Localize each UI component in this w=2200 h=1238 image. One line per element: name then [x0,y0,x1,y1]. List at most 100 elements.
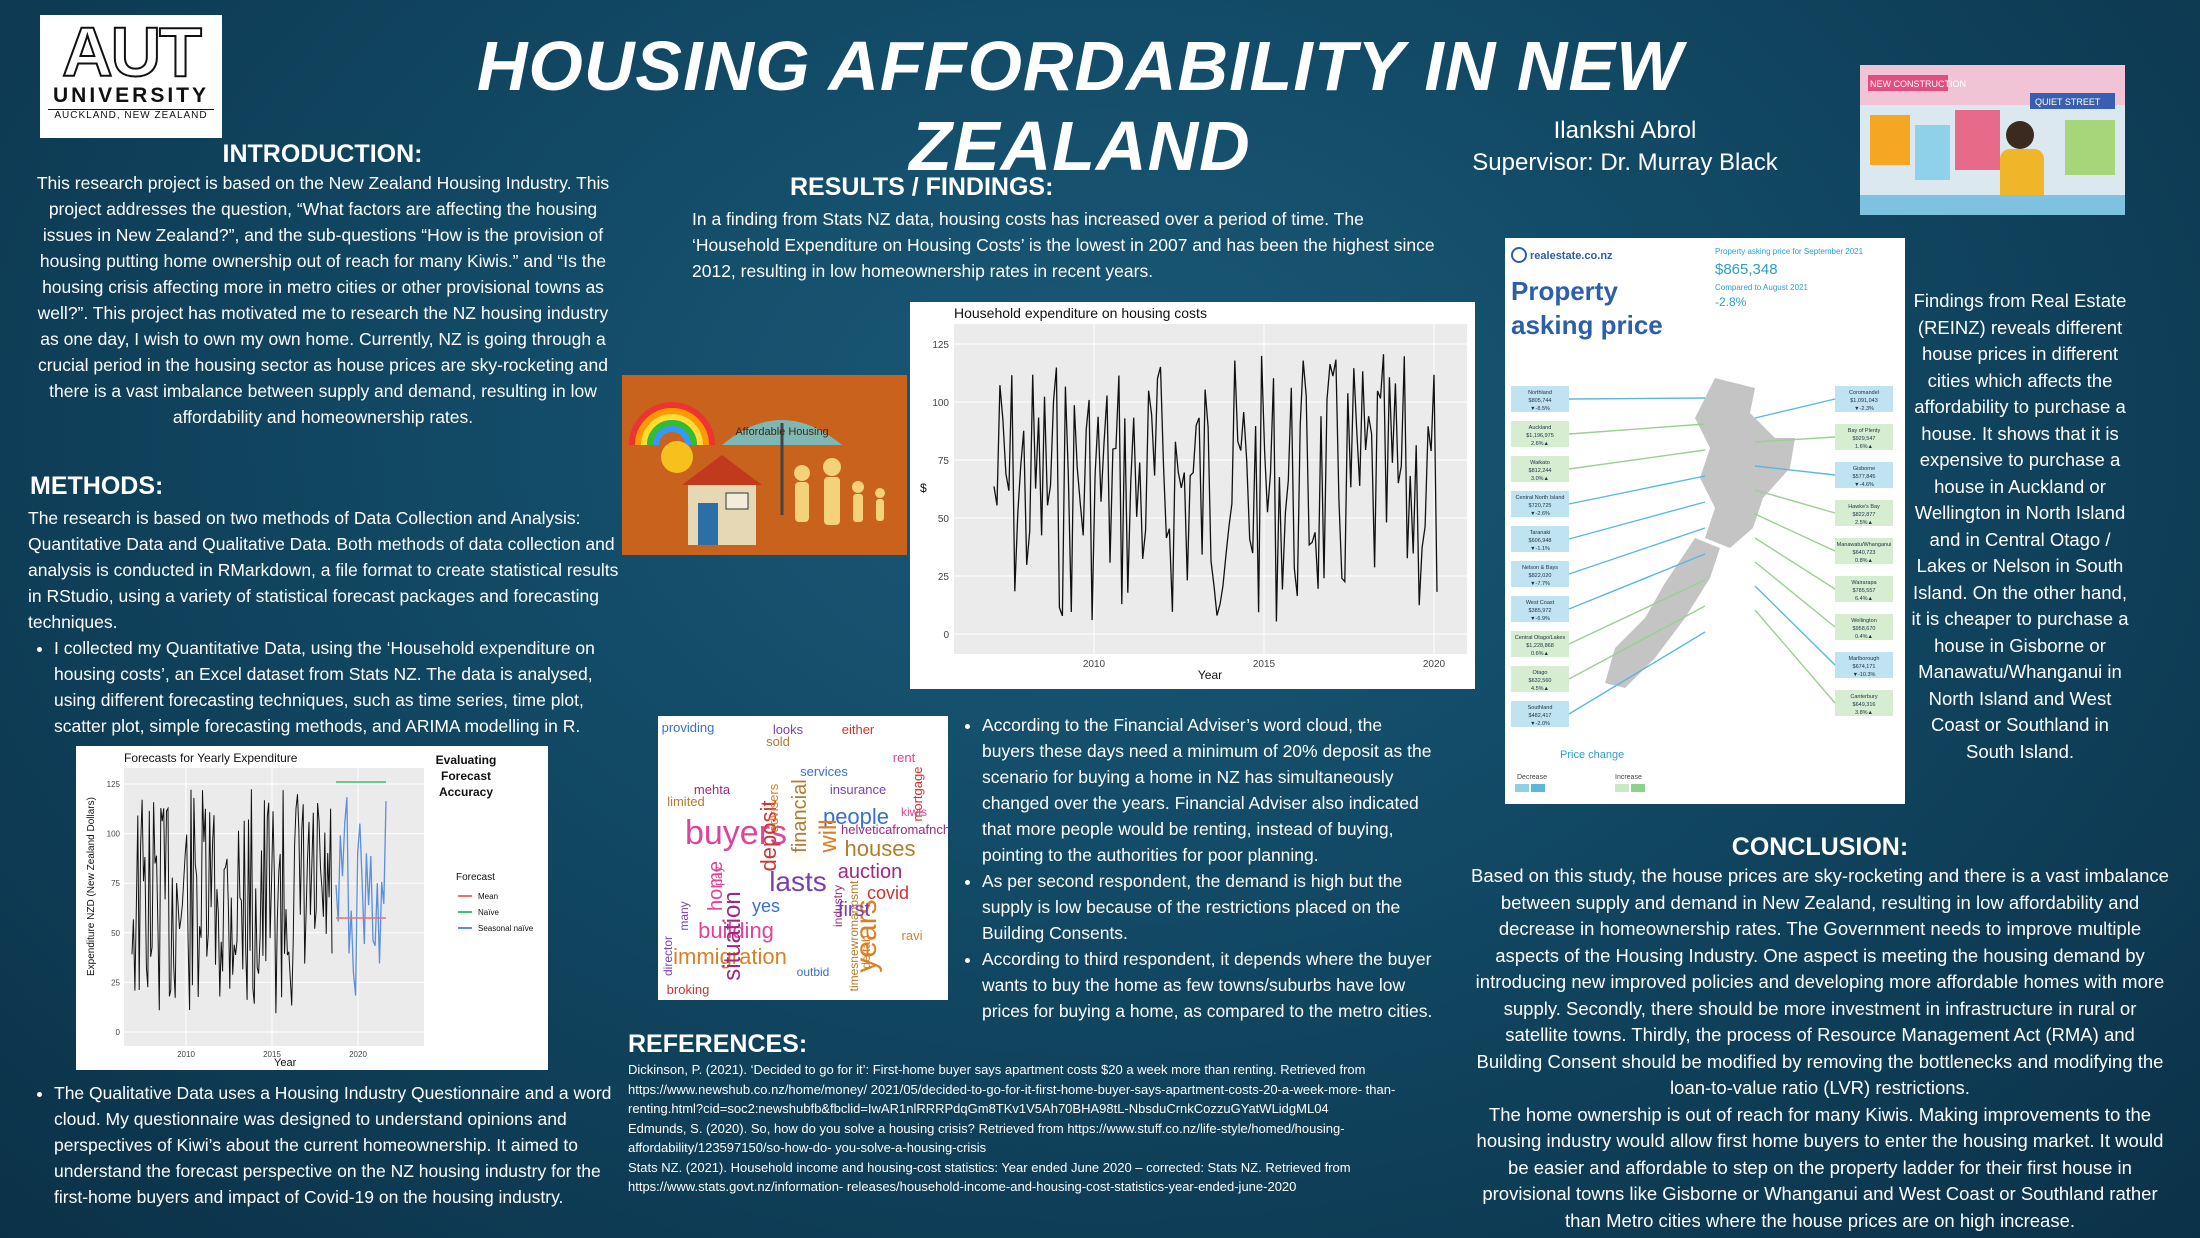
forecast-ytick: 0 [116,1028,121,1037]
reference-statsnz: Stats NZ. (2021). Household income and h… [628,1159,1351,1195]
wordcloud-word: buyers [685,814,787,852]
aut-logo: AUT UNIVERSITY AUCKLAND, NEW ZEALAND [40,15,222,138]
wordcloud-word: director [661,936,675,976]
region-change: 4.5%▲ [1531,686,1549,692]
nz-north-island [1695,378,1795,548]
realestate-change: -2.8% [1715,295,1747,309]
forecast-ytick: 100 [107,830,121,839]
wordcloud-word: rent [893,750,916,765]
wordcloud-word: outbid [797,965,830,979]
forecast-xtick: 2010 [177,1050,195,1059]
forecast-history-line [131,789,333,1014]
logo-sub: UNIVERSITY [52,84,210,107]
region-change: 6.4%▲ [1855,596,1873,602]
forecast-xtick: 2020 [349,1050,367,1059]
region-price: $1,091,043 [1850,398,1878,404]
region-name: Central North Island [1516,495,1565,501]
poster-title: HOUSING AFFORDABILITY IN NEW ZEALAND [476,27,1684,185]
forecast-ytick: 50 [111,929,120,938]
wordcloud-word: industry [831,885,845,927]
hh-xtick: 2010 [1083,659,1106,670]
wordcloud-word: many [677,901,691,930]
region-change: 1.6%▲ [1855,444,1873,450]
region-change: 0.6%▲ [1531,651,1549,657]
reference-edmunds: Edmunds, S. (2020). So, how do you solve… [628,1120,1345,1156]
region-price: $482,417 [1529,713,1552,719]
region-price: $606,948 [1529,538,1552,544]
region-price: $958,670 [1853,626,1876,632]
region-price: $929,547 [1853,436,1876,442]
wordcloud-word: covid [867,883,909,903]
household-expenditure-chart: Household expenditure on housing costs $… [910,302,1475,689]
results-text: In a finding from Stats NZ data, housing… [692,209,1435,281]
umbrella-label: Affordable Housing [735,426,828,438]
realestate-brand: realestate.co.nz [1530,250,1613,262]
conclusion-heading: CONCLUSION: [1731,833,1909,861]
region-change: 3.8%▲ [1855,710,1873,716]
region-price: $822,877 [1853,512,1876,518]
region-name: Hawke's Bay [1848,504,1880,510]
hh-chart-ylabel: $ [920,481,927,495]
region-name: Coromandel [1849,390,1879,396]
realestate-logo-icon [1511,247,1527,263]
forecast-ytick: 125 [107,780,121,789]
wordcloud-word: insurance [830,782,886,797]
hh-chart-title: Household expenditure on housing costs [954,305,1207,321]
wordcloud-word: helveticafromafncharset [841,822,948,837]
realestate-compared: Compared to August 2021 [1715,283,1809,292]
finding-second-respondent: As per second respondent, the demand is … [982,868,1436,946]
results-heading: RESULTS / FINDINGS: [790,173,1054,201]
region-price: $385,972 [1529,608,1552,614]
wordcloud-word: mehta [694,782,731,797]
region-price: $822,020 [1529,573,1552,579]
wordcloud-word: first [838,899,871,921]
region-change: ▼-2.3% [1854,406,1874,412]
introduction-heading: INTRODUCTION: [222,140,423,168]
wordcloud-word: deftab [859,935,873,969]
wordcloud-word: yes [752,896,780,916]
nz-south-island [1605,538,1720,688]
region-change: ▼-10.3% [1853,672,1876,678]
hh-chart-xlabel: Year [1198,668,1222,682]
region-price: $720,725 [1529,503,1552,509]
region-price: $649,316 [1853,702,1876,708]
region-name: Manawatu/Whanganui [1837,542,1892,548]
finding-financial-adviser: According to the Financial Adviser’s wor… [982,712,1436,868]
wordcloud-word: immigration [673,944,787,969]
region-name: Northland [1528,390,1552,396]
wordcloud-findings: According to the Financial Adviser’s wor… [956,712,1436,1024]
supervisor-name: Supervisor: Dr. Murray Black [1472,149,1778,176]
forecast-chart-title: Forecasts for Yearly Expenditure [124,751,298,765]
forecast-chart: Forecasts for Yearly Expenditure Expendi… [76,746,548,1070]
region-price: $805,744 [1529,398,1552,404]
region-change: ▼-8.5% [1530,406,1550,412]
logo-main: AUT [61,13,203,91]
methods-bullet-quantitative: I collected my Quantitative Data, using … [54,635,628,739]
wordcloud-word: home [705,861,727,911]
forecast-ytick: 75 [111,879,120,888]
wordcloud-word: houses [845,836,916,861]
region-name: West Coast [1526,600,1555,606]
hh-xtick: 2020 [1423,659,1446,670]
wordcloud-word: mortgage [910,767,925,822]
wordcloud-word: limited [667,794,705,809]
methods-section: The research is based on two methods of … [28,505,628,739]
realestate-legend-increase: Increase [1615,774,1642,781]
wordcloud-word: either [842,722,875,737]
region-name: Canterbury [1850,694,1877,700]
forecast-chart-xlabel: Year [274,1057,297,1069]
affordable-housing-image: Affordable Housing [622,375,907,555]
region-change: ▼-2.6% [1530,511,1550,517]
region-change: ▼-4.6% [1854,482,1874,488]
wordcloud-word: services [800,764,848,779]
wordcloud-word: will [815,819,842,853]
wordcloud-word: deposit [756,801,781,872]
wordcloud-word: ravi [902,928,923,943]
region-change: ▼-1.1% [1530,546,1550,552]
region-change: ▼-6.9% [1530,616,1550,622]
hh-ytick: 0 [943,630,949,641]
realestate-title-line2: asking price [1511,310,1663,340]
region-change: ▼-7.7% [1530,581,1550,587]
wordcloud-word: situation [719,891,746,980]
wordcloud-word: financial [789,779,811,852]
